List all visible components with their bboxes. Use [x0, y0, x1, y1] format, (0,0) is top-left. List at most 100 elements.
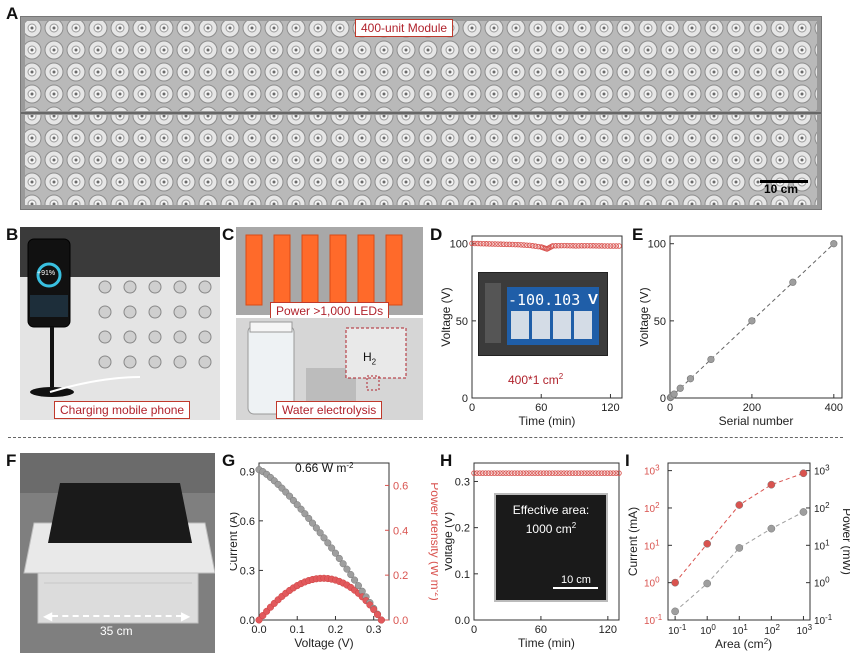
- data-point: [535, 470, 541, 476]
- current-point: [312, 524, 320, 532]
- panel-label-a: A: [6, 4, 19, 23]
- x-tick-label: 200: [743, 402, 761, 414]
- data-point: [607, 243, 614, 249]
- y2-tick-label: 10-1: [814, 613, 833, 627]
- data-point: [483, 241, 490, 247]
- x-tick-label: 120: [601, 402, 619, 414]
- x-tick-label: 102: [764, 623, 780, 637]
- y-tick-label: 100: [450, 239, 468, 251]
- data-point: [595, 470, 602, 476]
- scale-bar-h: [553, 587, 598, 589]
- power-point: [370, 606, 378, 614]
- data-point: [479, 470, 486, 476]
- data-point: [596, 243, 602, 249]
- data-point: [601, 243, 608, 249]
- y-tick-label: 0: [660, 393, 666, 405]
- data-point: [584, 242, 591, 249]
- data-point: [558, 470, 564, 476]
- current-point: [324, 539, 332, 547]
- power-point: [735, 544, 744, 552]
- data-point: [532, 243, 539, 249]
- module-photo: [20, 16, 822, 210]
- data-point: [587, 470, 593, 476]
- data-point: [497, 470, 503, 476]
- data-point: [515, 241, 521, 248]
- data-point: [830, 240, 838, 248]
- current-point: [671, 578, 679, 587]
- y-tick-label: 0.3: [455, 476, 470, 488]
- power-point: [671, 607, 679, 616]
- led-label: Power >1,000 LEDs: [270, 302, 390, 320]
- current-point: [339, 560, 347, 568]
- chart-d: 0 60 120 0 50 100 Time (min) Voltage (V): [440, 235, 623, 428]
- data-point: [474, 470, 480, 476]
- y2-tick-label: 0.6: [393, 480, 408, 492]
- data-point: [610, 470, 616, 476]
- data-point: [477, 470, 483, 476]
- x-tick-label: 120: [599, 624, 617, 636]
- data-point: [509, 241, 516, 248]
- current-point: [354, 582, 362, 590]
- data-point: [500, 470, 506, 476]
- data-point: [469, 240, 475, 247]
- y-tick-label: 101: [644, 538, 660, 552]
- large-device-photo: [20, 453, 215, 653]
- peak-annotation: 0.66 W m-2: [295, 461, 354, 475]
- x-tick-label: 0.2: [328, 624, 343, 636]
- x-axis-label: Area (cm2): [715, 637, 772, 651]
- current-point: [328, 544, 336, 552]
- y-tick-label: 50: [654, 316, 666, 328]
- x-tick-label: 400: [825, 402, 843, 414]
- x-tick-label: 0: [469, 402, 475, 414]
- data-point: [500, 241, 507, 248]
- current-point: [320, 534, 328, 542]
- current-point: [703, 539, 712, 548]
- plot-frame: [471, 235, 623, 399]
- current-point: [297, 505, 305, 513]
- data-point: [503, 470, 509, 476]
- module-label: 400-unit Module: [355, 19, 454, 37]
- y2-axis-label: Power density (W m-2): [428, 482, 438, 600]
- electrolysis-label: Water electrolysis: [276, 401, 383, 419]
- y-axis-label: Voltage (V): [640, 287, 651, 346]
- data-point: [514, 470, 521, 476]
- data-point: [686, 375, 695, 383]
- power-point: [767, 524, 776, 533]
- x-tick-label: 10-1: [668, 623, 687, 637]
- voltmeter-buttons: [511, 311, 595, 339]
- data-point: [555, 242, 562, 249]
- power-point: [377, 616, 385, 624]
- data-point: [601, 470, 608, 476]
- plot-frame: [258, 462, 390, 621]
- data-point: [477, 240, 484, 247]
- y2-tick-label: 0.0: [393, 615, 408, 627]
- y2-tick-label: 0.2: [393, 570, 408, 582]
- data-point: [518, 242, 524, 248]
- electrolysis-art: [236, 318, 423, 420]
- current-line: [674, 472, 804, 583]
- effective-area-label: Effective area: 1000 cm2: [512, 503, 590, 536]
- data-point: [593, 243, 599, 249]
- data-point: [491, 470, 498, 476]
- chart-d-annotation: 400*1 cm2: [508, 372, 564, 387]
- chart-i: 10-1 10-1 10-1 100 100 100 101 101 101 102 102 102 1…: [628, 462, 850, 651]
- data-point: [494, 470, 500, 476]
- data-point: [789, 278, 797, 286]
- y-tick-label: 0.0: [240, 615, 255, 627]
- data-point: [581, 243, 588, 249]
- data-point: [613, 243, 619, 249]
- data-point: [550, 243, 556, 249]
- current-point: [335, 554, 343, 562]
- data-point: [707, 355, 715, 364]
- data-point: [670, 390, 678, 398]
- data-point: [748, 317, 756, 325]
- x-tick-label: 0.0: [251, 624, 266, 636]
- data-point: [604, 243, 611, 249]
- voltmeter-photo: [478, 272, 608, 356]
- data-point: [532, 470, 538, 476]
- data-point: [471, 470, 477, 476]
- data-point: [566, 470, 573, 476]
- current-point: [343, 565, 351, 573]
- data-point: [511, 470, 518, 476]
- data-point: [546, 470, 553, 476]
